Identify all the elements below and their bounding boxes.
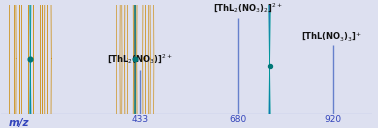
Text: [ThL(NO$_3$)$_3$]$^{+}$: [ThL(NO$_3$)$_3$]$^{+}$ [301,30,362,43]
Text: m/z: m/z [9,118,29,128]
Text: [ThL$_2$(NO$_3$)]$^{2+}$: [ThL$_2$(NO$_3$)]$^{2+}$ [107,52,173,66]
Text: [ThL$_2$(NO$_3$)$_2$]$^{2+}$: [ThL$_2$(NO$_3$)$_2$]$^{2+}$ [213,2,283,15]
